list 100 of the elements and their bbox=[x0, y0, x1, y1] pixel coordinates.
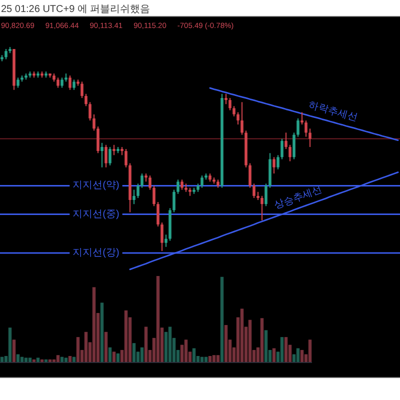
bar bbox=[168, 326, 172, 362]
candlestick bbox=[16, 77, 20, 88]
ref-line-label: 지지선(강) bbox=[72, 248, 120, 259]
candlestick bbox=[96, 126, 100, 154]
bar bbox=[72, 356, 76, 362]
bar bbox=[156, 276, 160, 362]
bar bbox=[264, 330, 268, 362]
candlestick bbox=[232, 106, 236, 117]
candlestick bbox=[112, 144, 116, 156]
candlestick bbox=[180, 179, 184, 190]
bar bbox=[12, 340, 16, 362]
bar bbox=[248, 320, 252, 362]
bar bbox=[0, 356, 4, 362]
bar bbox=[112, 352, 116, 362]
text: 25 01:26 UTC+9 에 퍼블리쉬했음 bbox=[1, 4, 150, 15]
candlestick bbox=[280, 138, 284, 160]
candlestick bbox=[104, 144, 108, 168]
candlestick bbox=[88, 102, 92, 121]
candlestick bbox=[60, 77, 64, 88]
bar bbox=[140, 347, 144, 362]
candlestick bbox=[284, 132, 288, 150]
bar bbox=[132, 343, 136, 362]
candlestick bbox=[308, 128, 312, 148]
bar bbox=[308, 340, 312, 362]
bar bbox=[240, 308, 244, 362]
bar bbox=[204, 356, 208, 362]
bar bbox=[108, 347, 112, 362]
bar bbox=[56, 355, 60, 362]
candlestick bbox=[272, 156, 276, 174]
candlestick bbox=[72, 79, 76, 90]
bar bbox=[192, 348, 196, 362]
candlestick bbox=[240, 102, 244, 136]
bar bbox=[260, 318, 264, 362]
bar bbox=[36, 358, 40, 362]
candlestick bbox=[80, 81, 84, 98]
candlestick bbox=[296, 118, 300, 138]
bar bbox=[272, 348, 276, 362]
ref-line-label: 지지선(약) bbox=[72, 180, 120, 192]
bar bbox=[184, 340, 188, 362]
candlestick bbox=[92, 114, 96, 132]
candlestick bbox=[228, 98, 232, 111]
candlestick bbox=[236, 112, 240, 126]
bar bbox=[40, 359, 44, 362]
bar bbox=[64, 358, 68, 362]
candlestick bbox=[56, 77, 60, 88]
candlestick bbox=[224, 93, 228, 105]
candlestick bbox=[248, 162, 252, 188]
candlestick bbox=[140, 172, 144, 188]
bar bbox=[208, 356, 212, 362]
candlestick bbox=[260, 195, 264, 221]
ref-line-label: 지지선(중) bbox=[72, 208, 120, 220]
candlestick bbox=[108, 146, 112, 166]
bar bbox=[20, 356, 24, 362]
bar bbox=[24, 358, 28, 362]
candlestick bbox=[152, 185, 156, 207]
bar bbox=[48, 359, 52, 362]
candlestick bbox=[100, 142, 104, 168]
candlestick bbox=[292, 132, 296, 160]
candlestick bbox=[164, 234, 168, 248]
candlestick bbox=[252, 183, 256, 198]
bar bbox=[284, 337, 288, 362]
bar bbox=[8, 328, 12, 362]
bar bbox=[68, 356, 72, 362]
candlestick bbox=[176, 179, 180, 194]
bar bbox=[16, 354, 20, 362]
candlestick bbox=[136, 183, 140, 198]
bar bbox=[200, 356, 204, 362]
bar bbox=[100, 302, 104, 362]
bar bbox=[124, 310, 128, 362]
bar bbox=[92, 287, 96, 362]
candlestick bbox=[156, 202, 160, 228]
candlestick bbox=[4, 48, 8, 60]
bar bbox=[60, 356, 64, 362]
candlestick bbox=[124, 148, 128, 168]
bar bbox=[144, 326, 148, 362]
candlestick bbox=[288, 144, 292, 162]
bar bbox=[76, 337, 80, 362]
candlestick bbox=[304, 120, 308, 138]
bar bbox=[44, 359, 48, 362]
candlestick bbox=[276, 154, 280, 170]
candlestick bbox=[300, 112, 304, 126]
candlestick bbox=[148, 175, 152, 190]
bar bbox=[32, 359, 36, 362]
bar bbox=[28, 358, 32, 362]
bar bbox=[212, 355, 216, 362]
candlestick bbox=[132, 189, 136, 205]
bar bbox=[216, 355, 220, 362]
bar bbox=[296, 348, 300, 362]
bar bbox=[104, 332, 108, 362]
bar bbox=[280, 337, 284, 362]
bar bbox=[84, 332, 88, 362]
candlestick bbox=[172, 189, 176, 213]
candlestick bbox=[200, 175, 204, 188]
bar bbox=[300, 350, 304, 362]
candlestick bbox=[84, 93, 88, 107]
bar bbox=[116, 353, 120, 362]
bar bbox=[224, 325, 228, 362]
bar bbox=[220, 276, 224, 362]
candlestick bbox=[160, 222, 164, 252]
candlestick bbox=[68, 75, 72, 90]
